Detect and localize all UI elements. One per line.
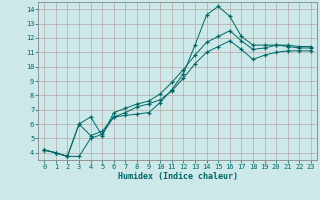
X-axis label: Humidex (Indice chaleur): Humidex (Indice chaleur) [118,172,238,181]
